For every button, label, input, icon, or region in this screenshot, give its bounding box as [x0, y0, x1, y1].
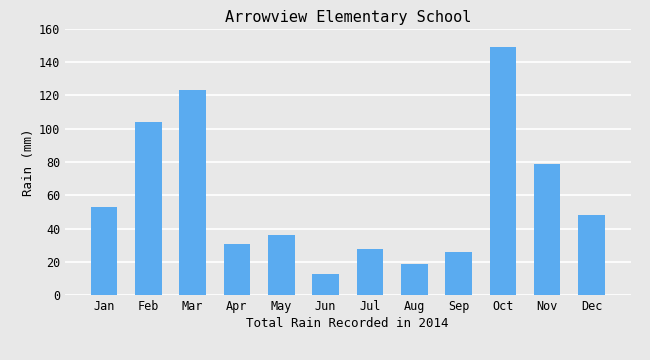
Bar: [91, 207, 117, 295]
X-axis label: Total Rain Recorded in 2014: Total Rain Recorded in 2014: [246, 317, 449, 330]
Bar: [445, 252, 472, 295]
Bar: [224, 244, 250, 295]
Bar: [489, 47, 516, 295]
Title: Arrowview Elementary School: Arrowview Elementary School: [224, 10, 471, 25]
Bar: [312, 274, 339, 295]
Bar: [135, 122, 162, 295]
Bar: [401, 264, 428, 295]
Bar: [268, 235, 294, 295]
Bar: [179, 90, 206, 295]
Bar: [534, 164, 560, 295]
Bar: [357, 248, 384, 295]
Y-axis label: Rain (mm): Rain (mm): [21, 128, 34, 196]
Bar: [578, 215, 604, 295]
